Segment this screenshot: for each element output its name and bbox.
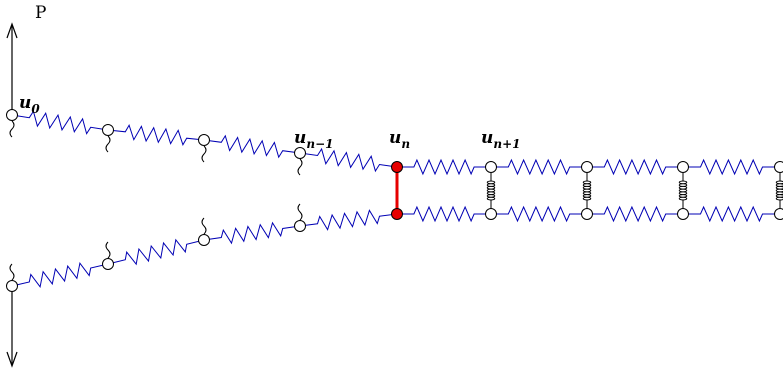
label-un-minus-1: un−1 <box>294 128 334 151</box>
spring-upper <box>683 158 780 176</box>
broken-bond-stub <box>297 158 303 176</box>
active-node <box>391 208 403 220</box>
lower-node <box>294 220 306 232</box>
upper-node <box>774 161 783 173</box>
vertical-spring-coil <box>678 180 684 201</box>
springs-layer <box>11 110 780 288</box>
spring-upper <box>203 134 301 159</box>
upper-node <box>6 109 18 121</box>
spring-upper <box>299 147 398 173</box>
spring-lower <box>203 221 301 245</box>
vertical-springs-layer <box>486 173 783 208</box>
broken-bond-stub <box>201 145 207 163</box>
spring-lower <box>107 238 205 266</box>
broken-bond-stub <box>201 217 207 235</box>
force-label: P <box>35 3 46 23</box>
label-un: un <box>389 128 410 151</box>
lower-node <box>774 208 783 220</box>
spring-upper <box>107 123 205 147</box>
lower-node <box>102 258 114 270</box>
spring-lower <box>397 205 491 223</box>
spring-upper <box>587 158 683 176</box>
upper-node <box>198 134 210 146</box>
spring-lower <box>491 205 587 223</box>
force-arrow-down-head <box>6 351 18 368</box>
label-u0: u0 <box>19 93 40 116</box>
spring-lower <box>11 262 109 288</box>
spring-lower <box>683 205 780 223</box>
label-un-plus-1: un+1 <box>481 128 521 151</box>
spring-lower <box>299 209 398 231</box>
broken-bond-stub <box>9 263 15 281</box>
spring-upper <box>397 158 491 176</box>
broken-bond-stub <box>105 241 111 259</box>
upper-node <box>294 147 306 159</box>
lower-node <box>677 208 689 220</box>
upper-node <box>581 161 593 173</box>
vertical-spring-coil <box>682 180 688 201</box>
vertical-spring-coil <box>586 180 592 201</box>
broken-bond-stub <box>297 203 303 221</box>
lower-node <box>581 208 593 220</box>
lower-node <box>6 280 18 292</box>
vertical-spring-coil <box>486 180 492 201</box>
broken-bonds-layer <box>9 120 303 281</box>
broken-bond-stub <box>9 120 15 138</box>
spring-lower <box>587 205 683 223</box>
upper-node <box>677 161 689 173</box>
active-node <box>391 161 403 173</box>
spring-upper <box>11 110 109 135</box>
force-arrow-up-head <box>6 22 18 39</box>
nodes-layer <box>6 109 783 292</box>
vertical-spring-coil <box>490 180 496 201</box>
lower-node <box>485 208 497 220</box>
lower-node <box>198 234 210 246</box>
broken-bond-stub <box>105 135 111 153</box>
upper-node <box>102 124 114 136</box>
upper-node <box>485 161 497 173</box>
vertical-spring-coil <box>775 180 781 201</box>
vertical-spring-coil <box>582 180 588 201</box>
spring-upper <box>491 158 587 176</box>
